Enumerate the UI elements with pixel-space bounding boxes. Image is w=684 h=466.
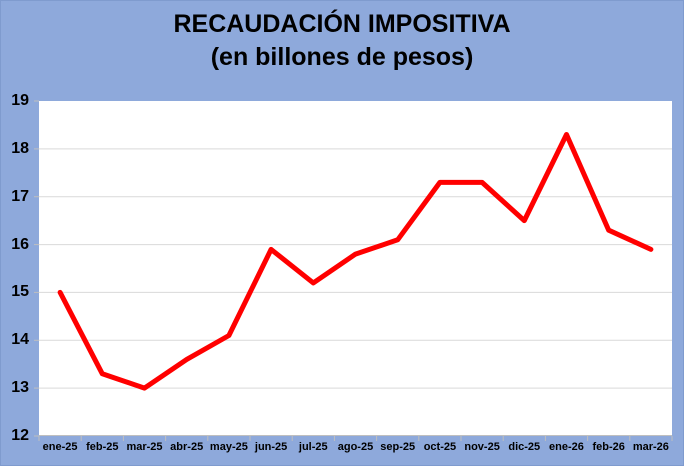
x-axis-label: feb-26 bbox=[592, 441, 625, 453]
chart-title: RECAUDACIÓN IMPOSITIVA (en billones de p… bbox=[1, 8, 683, 74]
plot-area bbox=[34, 100, 673, 441]
series-line bbox=[57, 132, 654, 391]
x-axis-label: abr-25 bbox=[170, 441, 204, 453]
y-axis-label: 16 bbox=[11, 235, 29, 253]
y-axis-label: 17 bbox=[11, 187, 29, 205]
x-axis-label: feb-25 bbox=[86, 441, 119, 453]
y-axis-label: 13 bbox=[11, 379, 29, 397]
x-axis-label: mar-26 bbox=[632, 441, 669, 453]
x-axis-label: mar-25 bbox=[126, 441, 163, 453]
y-axis-label: 18 bbox=[11, 139, 29, 157]
x-axis-label: dic-25 bbox=[508, 441, 541, 453]
y-axis-label: 15 bbox=[11, 283, 29, 301]
x-axis-label: may-25 bbox=[209, 441, 248, 453]
x-axis: ene-25 feb-25 mar-25 abr-25 may-25 jun-25 jul-… bbox=[39, 440, 672, 456]
x-axis-label: oct-25 bbox=[423, 441, 457, 453]
plot-background bbox=[39, 101, 672, 436]
x-axis-label: sep-25 bbox=[380, 441, 416, 453]
x-axis-label: jul-25 bbox=[298, 441, 328, 453]
y-axis-label: 12 bbox=[11, 427, 29, 444]
x-axis-label: nov-25 bbox=[464, 441, 500, 453]
chart-title-line2: (en billones de pesos) bbox=[210, 43, 474, 71]
x-axis-label: jun-25 bbox=[254, 441, 288, 453]
x-axis-label: ene-26 bbox=[549, 441, 584, 453]
y-axis-label: 19 bbox=[11, 92, 29, 109]
y-axis-label: 14 bbox=[11, 331, 29, 349]
chart-title-line1: RECAUDACIÓN IMPOSITIVA bbox=[173, 10, 511, 38]
x-axis-label: ago-25 bbox=[337, 441, 374, 453]
y-axis: 12 13 14 15 16 17 18 19 bbox=[1, 1, 29, 465]
x-axis-label: ene-25 bbox=[42, 441, 78, 453]
